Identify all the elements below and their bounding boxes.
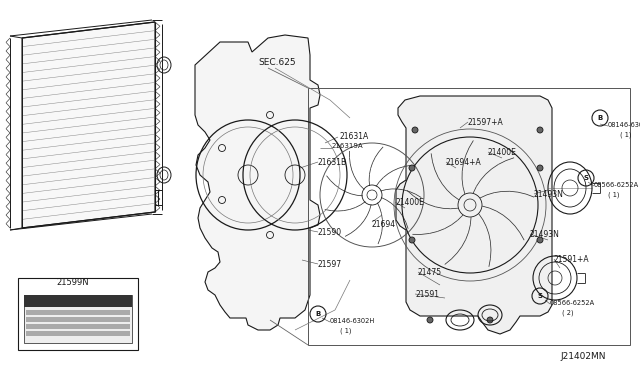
Text: 08146-6302H: 08146-6302H: [608, 122, 640, 128]
Ellipse shape: [487, 317, 493, 323]
Text: 08566-6252A: 08566-6252A: [594, 182, 639, 188]
Text: 08566-6252A: 08566-6252A: [550, 300, 595, 306]
Text: ( 1): ( 1): [340, 328, 351, 334]
Text: 21631A: 21631A: [340, 132, 369, 141]
Text: J21402MN: J21402MN: [560, 352, 605, 361]
Bar: [24, 295, 132, 307]
Text: 21493N: 21493N: [530, 230, 560, 239]
Text: ( 1): ( 1): [608, 192, 620, 199]
Ellipse shape: [409, 237, 415, 243]
Text: 21400E: 21400E: [488, 148, 517, 157]
Ellipse shape: [409, 165, 415, 171]
Ellipse shape: [427, 317, 433, 323]
Bar: [18, 278, 138, 350]
Text: ( 2): ( 2): [562, 310, 573, 317]
Text: 21631B: 21631B: [318, 158, 347, 167]
Text: 21475: 21475: [418, 268, 442, 277]
Bar: [26, 324, 130, 329]
Text: 08146-6302H: 08146-6302H: [330, 318, 375, 324]
Text: SEC.625: SEC.625: [258, 58, 296, 67]
Text: 21400E: 21400E: [395, 198, 424, 207]
Ellipse shape: [537, 237, 543, 243]
Bar: [26, 310, 130, 315]
Bar: [24, 295, 132, 343]
Text: 21597+A: 21597+A: [468, 118, 504, 127]
Text: 21591+A: 21591+A: [554, 255, 589, 264]
Polygon shape: [195, 35, 320, 330]
Ellipse shape: [412, 127, 418, 133]
Bar: [26, 317, 130, 322]
Text: B: B: [597, 115, 603, 121]
Text: ( 1): ( 1): [620, 132, 632, 138]
Text: 21493N: 21493N: [534, 190, 564, 199]
Text: 21694: 21694: [372, 220, 396, 229]
Polygon shape: [396, 96, 552, 334]
Bar: [308, 88, 630, 345]
Text: S: S: [538, 293, 543, 299]
Text: 21591: 21591: [415, 290, 439, 299]
Text: 21694+A: 21694+A: [446, 158, 482, 167]
Text: 21599N: 21599N: [56, 278, 88, 287]
Bar: [26, 331, 130, 336]
Polygon shape: [22, 22, 155, 228]
Ellipse shape: [537, 127, 543, 133]
Text: B: B: [316, 311, 321, 317]
Text: 216319A: 216319A: [332, 143, 364, 149]
Text: 21590: 21590: [318, 228, 342, 237]
Ellipse shape: [537, 165, 543, 171]
Text: S: S: [584, 175, 589, 181]
Text: 21597: 21597: [318, 260, 342, 269]
